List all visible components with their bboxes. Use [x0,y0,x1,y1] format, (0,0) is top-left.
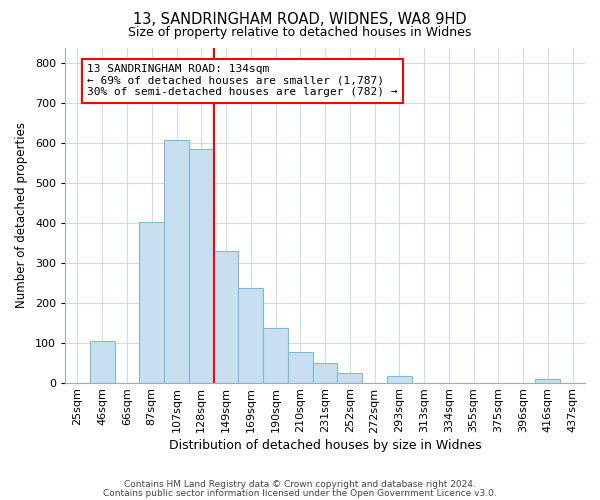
Text: 13 SANDRINGHAM ROAD: 134sqm
← 69% of detached houses are smaller (1,787)
30% of : 13 SANDRINGHAM ROAD: 134sqm ← 69% of det… [88,64,398,98]
Bar [189,149,214,382]
Bar [288,352,313,382]
Text: Contains public sector information licensed under the Open Government Licence v3: Contains public sector information licen… [103,489,497,498]
Text: Contains HM Land Registry data © Crown copyright and database right 2024.: Contains HM Land Registry data © Crown c… [124,480,476,489]
Bar [337,373,362,382]
Bar [164,140,189,382]
Bar [238,288,263,382]
X-axis label: Distribution of detached houses by size in Widnes: Distribution of detached houses by size … [169,440,481,452]
Bar [263,328,288,382]
Y-axis label: Number of detached properties: Number of detached properties [15,122,28,308]
Bar [313,362,337,382]
Bar [387,376,412,382]
Bar [214,251,238,382]
Bar [90,340,115,382]
Bar [535,380,560,382]
Bar [139,222,164,382]
Text: 13, SANDRINGHAM ROAD, WIDNES, WA8 9HD: 13, SANDRINGHAM ROAD, WIDNES, WA8 9HD [133,12,467,28]
Text: Size of property relative to detached houses in Widnes: Size of property relative to detached ho… [128,26,472,39]
